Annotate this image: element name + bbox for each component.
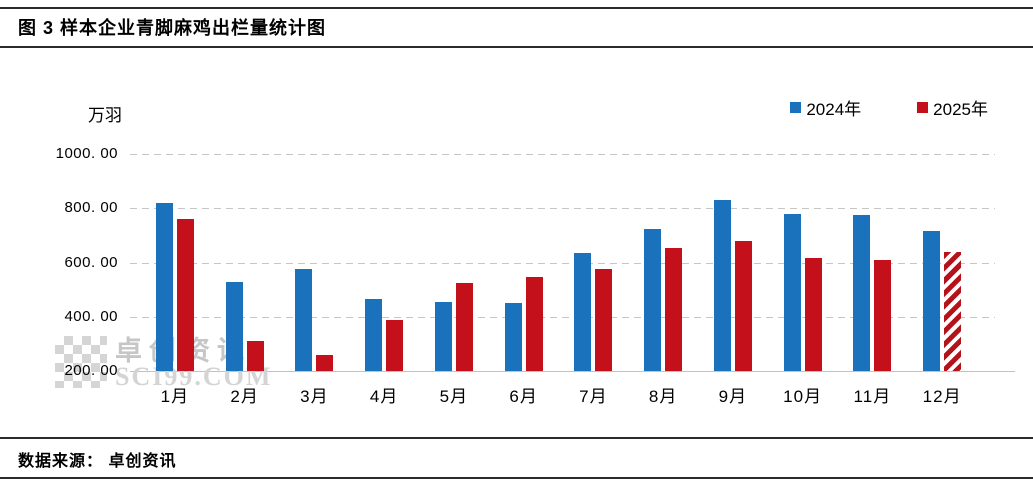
bar-group-9月 (698, 154, 768, 371)
y-tick-label-800: 800. 00 (64, 199, 118, 217)
title-bottom-rule (0, 46, 1033, 48)
x-tick-label-7月: 7月 (579, 387, 608, 406)
bar-2025年-4月 (386, 319, 404, 371)
x-tick-label-12月: 12月 (922, 387, 962, 406)
footer-top-rule (0, 437, 1033, 439)
bar-2024年-4月 (365, 299, 383, 371)
bar-2025年-8月 (665, 247, 683, 371)
bar-group-11月 (838, 154, 908, 371)
legend-swatch-2025 (917, 102, 929, 113)
legend-label-2024: 2024年 (806, 100, 862, 119)
legend-item-2025: 2025年 (917, 95, 988, 120)
y-axis-unit-label: 万羽 (88, 106, 122, 125)
x-tick-label-4月: 4月 (369, 387, 399, 406)
bottom-rule (0, 477, 1033, 479)
bar-2025年-10月 (804, 258, 822, 371)
bar-2024年-2月 (225, 281, 243, 371)
plot-area (130, 154, 1015, 372)
bar-2024年-1月 (155, 202, 173, 371)
x-tick-label-5月: 5月 (439, 387, 469, 406)
bar-group-2月 (210, 154, 280, 371)
y-tick-label-1000: 1000. 00 (55, 145, 118, 162)
bar-2025年-5月 (455, 282, 473, 371)
legend-item-2024: 2024年 (790, 95, 861, 120)
y-tick-label-200: 200. 00 (64, 362, 118, 379)
bar-2024年-11月 (853, 215, 871, 371)
bar-2025年-7月 (595, 269, 613, 371)
legend: 2024年 2025年 (790, 95, 988, 120)
bar-group-3月 (280, 154, 350, 371)
x-axis-labels: 1月 2月 3月 4月 5月 6月 7月 8月 9月 10月 11月 12月 (140, 382, 977, 407)
data-source-label: 数据来源： 卓创资讯 (18, 453, 177, 470)
top-rule (0, 7, 1033, 9)
bar-2025年-1月 (176, 219, 194, 371)
gridline-1000 (130, 154, 995, 155)
bar-group-12月 (907, 154, 977, 371)
bar-2025年-6月 (525, 277, 543, 371)
bars-layer (140, 154, 977, 371)
bar-2024年-5月 (434, 301, 452, 371)
gridline-600 (130, 262, 995, 264)
bar-2024年-3月 (295, 269, 313, 371)
bar-group-10月 (768, 154, 838, 371)
gridline-800 (130, 208, 995, 210)
bar-group-1月 (140, 154, 210, 371)
y-tick-label-600: 600. 00 (64, 253, 118, 271)
chart-title: 图 3 样本企业青脚麻鸡出栏量统计图 (18, 18, 327, 38)
bar-2024年-7月 (574, 253, 592, 371)
bar-group-4月 (349, 154, 419, 371)
bar-2025年-12月 (944, 251, 962, 371)
bar-2024年-12月 (923, 231, 941, 371)
x-tick-label-10月: 10月 (783, 387, 823, 406)
bar-2025年-11月 (874, 259, 892, 371)
x-tick-label-8月: 8月 (648, 387, 678, 406)
bar-2024年-6月 (504, 303, 522, 371)
bar-2025年-9月 (734, 240, 752, 371)
bar-group-7月 (559, 154, 629, 371)
bar-2025年-3月 (316, 354, 334, 371)
bar-2024年-8月 (644, 228, 662, 371)
bar-group-5月 (419, 154, 489, 371)
bar-group-6月 (489, 154, 559, 371)
x-tick-label-1月: 1月 (160, 387, 190, 406)
x-tick-label-6月: 6月 (509, 387, 538, 406)
bar-2024年-9月 (713, 200, 731, 371)
legend-label-2025: 2025年 (933, 100, 988, 119)
bar-2025年-2月 (246, 341, 264, 371)
x-tick-label-3月: 3月 (300, 387, 329, 406)
x-tick-label-11月: 11月 (853, 387, 892, 406)
y-tick-label-400: 400. 00 (64, 307, 118, 325)
x-axis-line (130, 371, 1015, 372)
x-tick-label-2月: 2月 (230, 387, 259, 406)
bar-2024年-10月 (783, 213, 801, 371)
gridline-400 (130, 316, 995, 318)
legend-swatch-2024 (790, 102, 802, 113)
x-tick-label-9月: 9月 (718, 387, 748, 406)
bar-group-8月 (628, 154, 698, 371)
